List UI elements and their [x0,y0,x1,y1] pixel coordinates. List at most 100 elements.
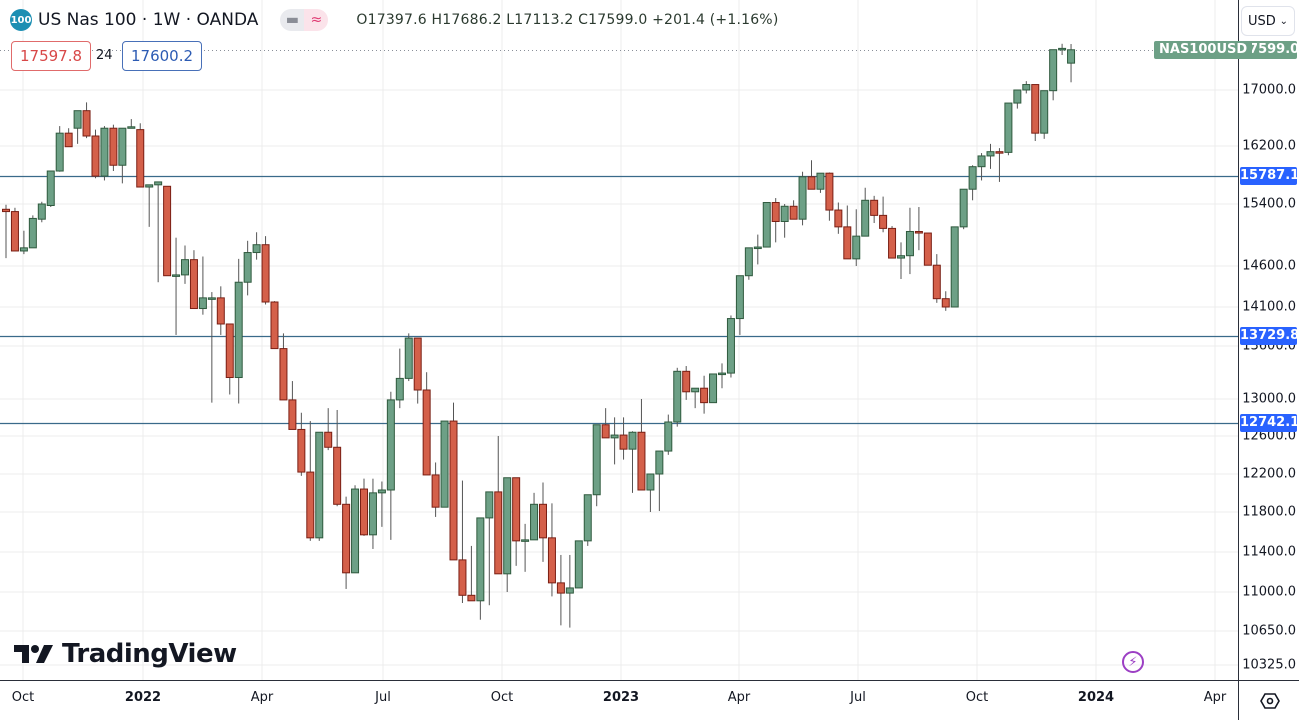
candle-body[interactable] [297,428,306,473]
candle-body[interactable] [879,214,888,229]
candle-body[interactable] [73,110,82,129]
candle-body[interactable] [798,176,807,220]
candle-body[interactable] [861,199,870,237]
candle-body[interactable] [592,424,601,496]
candle-body[interactable] [735,275,744,320]
candle-body[interactable] [100,127,109,177]
candle-body[interactable] [995,151,1004,154]
candle-body[interactable] [968,166,977,190]
candle-body[interactable] [539,503,547,539]
candle-body[interactable] [628,431,637,450]
candle-body[interactable] [682,370,691,393]
candle-body[interactable] [691,387,700,393]
candle-body[interactable] [377,489,386,494]
buy-price-button[interactable]: 17600.2 [122,41,203,71]
tradingview-watermark[interactable]: TradingView [14,639,237,669]
candle-body[interactable] [932,264,941,300]
candle-body[interactable] [1040,90,1049,134]
minus-icon[interactable]: ▬ [280,9,305,31]
candle-body[interactable] [941,298,950,308]
candle-body[interactable] [55,132,64,172]
candle-body[interactable] [136,129,145,188]
candle-body[interactable] [744,247,753,277]
candle-body[interactable] [172,274,181,277]
candle-body[interactable] [780,205,789,222]
candle-body[interactable] [485,491,494,519]
candle-body[interactable] [324,431,333,448]
candle-body[interactable] [959,188,968,228]
candle-body[interactable] [950,226,959,308]
candle-body[interactable] [207,297,216,300]
candle-body[interactable] [2,208,10,213]
candle-body[interactable] [64,132,73,148]
candle-body[interactable] [673,370,682,423]
candle-body[interactable] [351,488,360,574]
candle-body[interactable] [10,211,19,252]
candle-body[interactable] [512,477,521,542]
settings-button[interactable] [1238,680,1299,720]
candle-body[interactable] [37,203,46,220]
candle-body[interactable] [198,297,207,310]
candle-body[interactable] [28,217,37,249]
candle-body[interactable] [610,434,619,439]
candle-body[interactable] [718,372,726,376]
candle-body[interactable] [547,537,556,584]
candle-body[interactable] [243,252,252,283]
candle-body[interactable] [333,446,342,505]
candle-body[interactable] [825,172,834,211]
candle-body[interactable] [91,135,100,177]
candle-body[interactable] [1022,84,1031,91]
candle-body[interactable] [1058,47,1067,51]
candle-body[interactable] [261,244,270,303]
candle-body[interactable] [762,202,771,248]
candle-body[interactable] [360,488,368,536]
candle-body[interactable] [404,337,413,379]
candle-body[interactable] [664,421,673,452]
candle-body[interactable] [234,281,243,379]
candle-body[interactable] [315,431,324,539]
candle-body[interactable] [816,172,825,190]
chart-plot-area[interactable] [0,0,1238,680]
candle-body[interactable] [82,110,91,137]
candle-body[interactable] [1004,102,1013,153]
candle-body[interactable] [646,473,655,491]
candle-body[interactable] [19,247,28,252]
candle-body[interactable] [530,503,539,541]
candle-body[interactable] [431,474,440,508]
candle-body[interactable] [118,127,127,166]
candle-body[interactable] [476,517,485,602]
candle-body[interactable] [46,170,55,207]
candle-body[interactable] [700,387,709,404]
candle-body[interactable] [601,424,610,439]
candle-body[interactable] [127,126,136,129]
candle-body[interactable] [583,494,592,542]
candle-body[interactable] [521,539,530,542]
candle-body[interactable] [977,155,986,168]
candle-body[interactable] [1067,49,1076,64]
candle-body[interactable] [189,259,198,310]
time-axis[interactable]: Oct 2022 Apr Jul Oct 2023 Apr Jul Oct 2024 Apr [0,680,1238,720]
candle-body[interactable] [494,491,503,575]
candle-body[interactable] [852,235,861,260]
candle-body[interactable] [145,184,154,188]
candle-body[interactable] [395,377,404,401]
candle-body[interactable] [413,337,422,391]
candle-body[interactable] [163,185,172,277]
candle-body[interactable] [905,230,914,257]
candle-body[interactable] [458,559,467,596]
currency-select[interactable]: USD ⌄ [1241,6,1295,36]
candle-body[interactable] [619,434,628,450]
symbol-title[interactable]: US Nas 100 · 1W · OANDA [38,10,259,30]
candle-body[interactable] [216,297,225,325]
candle-body[interactable] [270,301,279,350]
candle-body[interactable] [449,420,458,561]
lightning-icon[interactable]: ⚡ [1122,651,1144,673]
candle-body[interactable] [565,587,574,594]
candle-body[interactable] [279,348,288,401]
candle-body[interactable] [986,151,995,157]
candle-body[interactable] [422,389,431,476]
candle-body[interactable] [467,594,476,602]
candle-body[interactable] [225,323,234,379]
candle-body[interactable] [834,209,843,228]
candle-body[interactable] [789,205,798,220]
